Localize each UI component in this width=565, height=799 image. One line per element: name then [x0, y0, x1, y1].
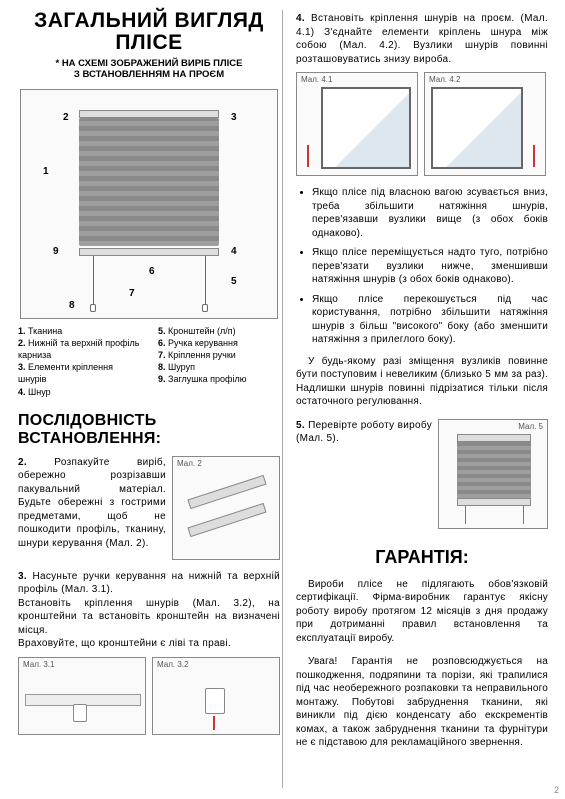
bottom-rail [79, 248, 219, 256]
step-3b-text: Встановіть кріплення шнурів (Мал. 3.2), … [18, 597, 280, 638]
rail-graphic [187, 503, 266, 537]
window-graphic [321, 87, 411, 169]
step-5-row: 5. Перевірте роботу виробу (Мал. 5). Мал… [296, 419, 548, 529]
top-rail [79, 110, 219, 118]
sub-line-1: * НА СХЕМІ ЗОБРАЖЕНИЙ ВИРІБ ПЛІСЕ [55, 58, 242, 69]
callout-9: 9 [53, 246, 59, 257]
legend-item: 1. Тканина [18, 325, 140, 337]
legend-item: 7. Кріплення ручки [158, 349, 280, 361]
handle-graphic [73, 704, 87, 722]
arrow-graphic [213, 716, 215, 730]
cord-right [205, 256, 206, 306]
bracket-graphic [205, 688, 225, 714]
warranty-p1: Вироби плісе не підлягають обов'язковій … [296, 578, 548, 646]
window-graphic [431, 87, 523, 169]
figures-4-row: Мал. 4.1 Мал. 4.2 [296, 72, 548, 176]
sub-line-2: З ВСТАНОВЛЕННЯМ НА ПРОЄМ [74, 69, 224, 80]
cord-graphic [465, 506, 466, 524]
subheading: * НА СХЕМІ ЗОБРАЖЕНИЙ ВИРІБ ПЛІСЕ З ВСТА… [39, 58, 259, 81]
figures-3-row: Мал. 3.1 Мал. 3.2 [18, 657, 280, 735]
legend-col-right: 5. Кронштейн (л/п) 6. Ручка керування 7.… [158, 325, 280, 398]
fabric-graphic [457, 442, 531, 498]
right-column: 4. Встановіть кріплення шнурів на проєм.… [296, 0, 548, 750]
bullet-item: Якщо плісе перекошується під час користу… [312, 293, 548, 347]
legend-item: 3. Елементи кріплення шнурів [18, 361, 140, 385]
column-divider [282, 10, 283, 788]
figure-2: Мал. 2 [172, 456, 280, 560]
figure-3-2-label: Мал. 3.2 [157, 660, 188, 669]
step-3c-text: Враховуйте, що кронштейни є ліві та прав… [18, 637, 280, 651]
cord-graphic [523, 506, 524, 524]
rail-graphic [187, 475, 266, 509]
step-5-text: 5. Перевірте роботу виробу (Мал. 5). [296, 419, 432, 446]
figure-4-1-label: Мал. 4.1 [301, 75, 332, 84]
callout-3: 3 [231, 112, 237, 123]
title-line-1: ЗАГАЛЬНИЙ ВИГЛЯД [34, 9, 264, 32]
legend-item: 4. Шнур [18, 386, 140, 398]
callout-8: 8 [69, 300, 75, 311]
callout-6: 6 [149, 266, 155, 277]
callout-7: 7 [129, 288, 135, 299]
adjustment-note: У будь-якому разі зміщення вузликів пови… [296, 355, 548, 409]
handle-right [202, 304, 208, 312]
bullet-item: Якщо плісе переміщується надто туго, пот… [312, 246, 548, 287]
callout-2: 2 [63, 112, 69, 123]
figure-3-1-label: Мал. 3.1 [23, 660, 54, 669]
legend: 1. Тканина 2. Нижній та верхній профіль … [18, 325, 280, 398]
left-column: ЗАГАЛЬНИЙ ВИГЛЯД ПЛІСЕ * НА СХЕМІ ЗОБРАЖ… [18, 0, 280, 735]
handle-left [90, 304, 96, 312]
bullet-item: Якщо плісе під власною вагою зсувається … [312, 186, 548, 240]
top-rail-graphic [457, 434, 531, 442]
figure-5-label: Мал. 5 [518, 422, 543, 431]
figure-3-2: Мал. 3.2 [152, 657, 280, 735]
warranty-heading: ГАРАНТІЯ: [296, 547, 548, 568]
figure-2-label: Мал. 2 [177, 459, 202, 468]
callout-5: 5 [231, 276, 237, 287]
arrow-graphic [533, 145, 535, 167]
figure-4-1: Мал. 4.1 [296, 72, 418, 176]
legend-item: 5. Кронштейн (л/п) [158, 325, 280, 337]
step-4-text: 4. Встановіть кріплення шнурів на проєм.… [296, 12, 548, 66]
legend-item: 2. Нижній та верхній профіль карниза [18, 337, 140, 361]
arrow-graphic [307, 145, 309, 167]
figure-4-2: Мал. 4.2 [424, 72, 546, 176]
overview-diagram: 1 2 3 4 5 6 7 8 9 [20, 89, 278, 319]
figure-4-2-label: Мал. 4.2 [429, 75, 460, 84]
callout-4: 4 [231, 246, 237, 257]
legend-col-left: 1. Тканина 2. Нижній та верхній профіль … [18, 325, 140, 398]
sequence-heading: ПОСЛІДОВНІСТЬ ВСТАНОВЛЕННЯ: [18, 412, 280, 448]
page-number: 2 [554, 785, 559, 795]
step-3a-text: 3. Насуньте ручки керування на нижній та… [18, 570, 280, 597]
pleated-fabric [79, 118, 219, 246]
warranty-p2: Увага! Гарантія не розповсюджується на п… [296, 655, 548, 750]
callout-1: 1 [43, 166, 49, 177]
step-2-text: 2. Розпакуйте виріб, обережно розрізавши… [18, 456, 166, 551]
step-2-row: 2. Розпакуйте виріб, обережно розрізавши… [18, 456, 280, 560]
main-title: ЗАГАЛЬНИЙ ВИГЛЯД ПЛІСЕ [18, 10, 280, 54]
cord-left [93, 256, 94, 306]
bottom-rail-graphic [457, 498, 531, 506]
legend-item: 8. Шуруп [158, 361, 280, 373]
figure-3-1: Мал. 3.1 [18, 657, 146, 735]
adjustment-bullets: Якщо плісе під власною вагою зсувається … [296, 186, 548, 347]
legend-item: 9. Заглушка профілю [158, 373, 280, 385]
figure-5: Мал. 5 [438, 419, 548, 529]
title-line-2: ПЛІСЕ [115, 31, 182, 54]
legend-item: 6. Ручка керування [158, 337, 280, 349]
